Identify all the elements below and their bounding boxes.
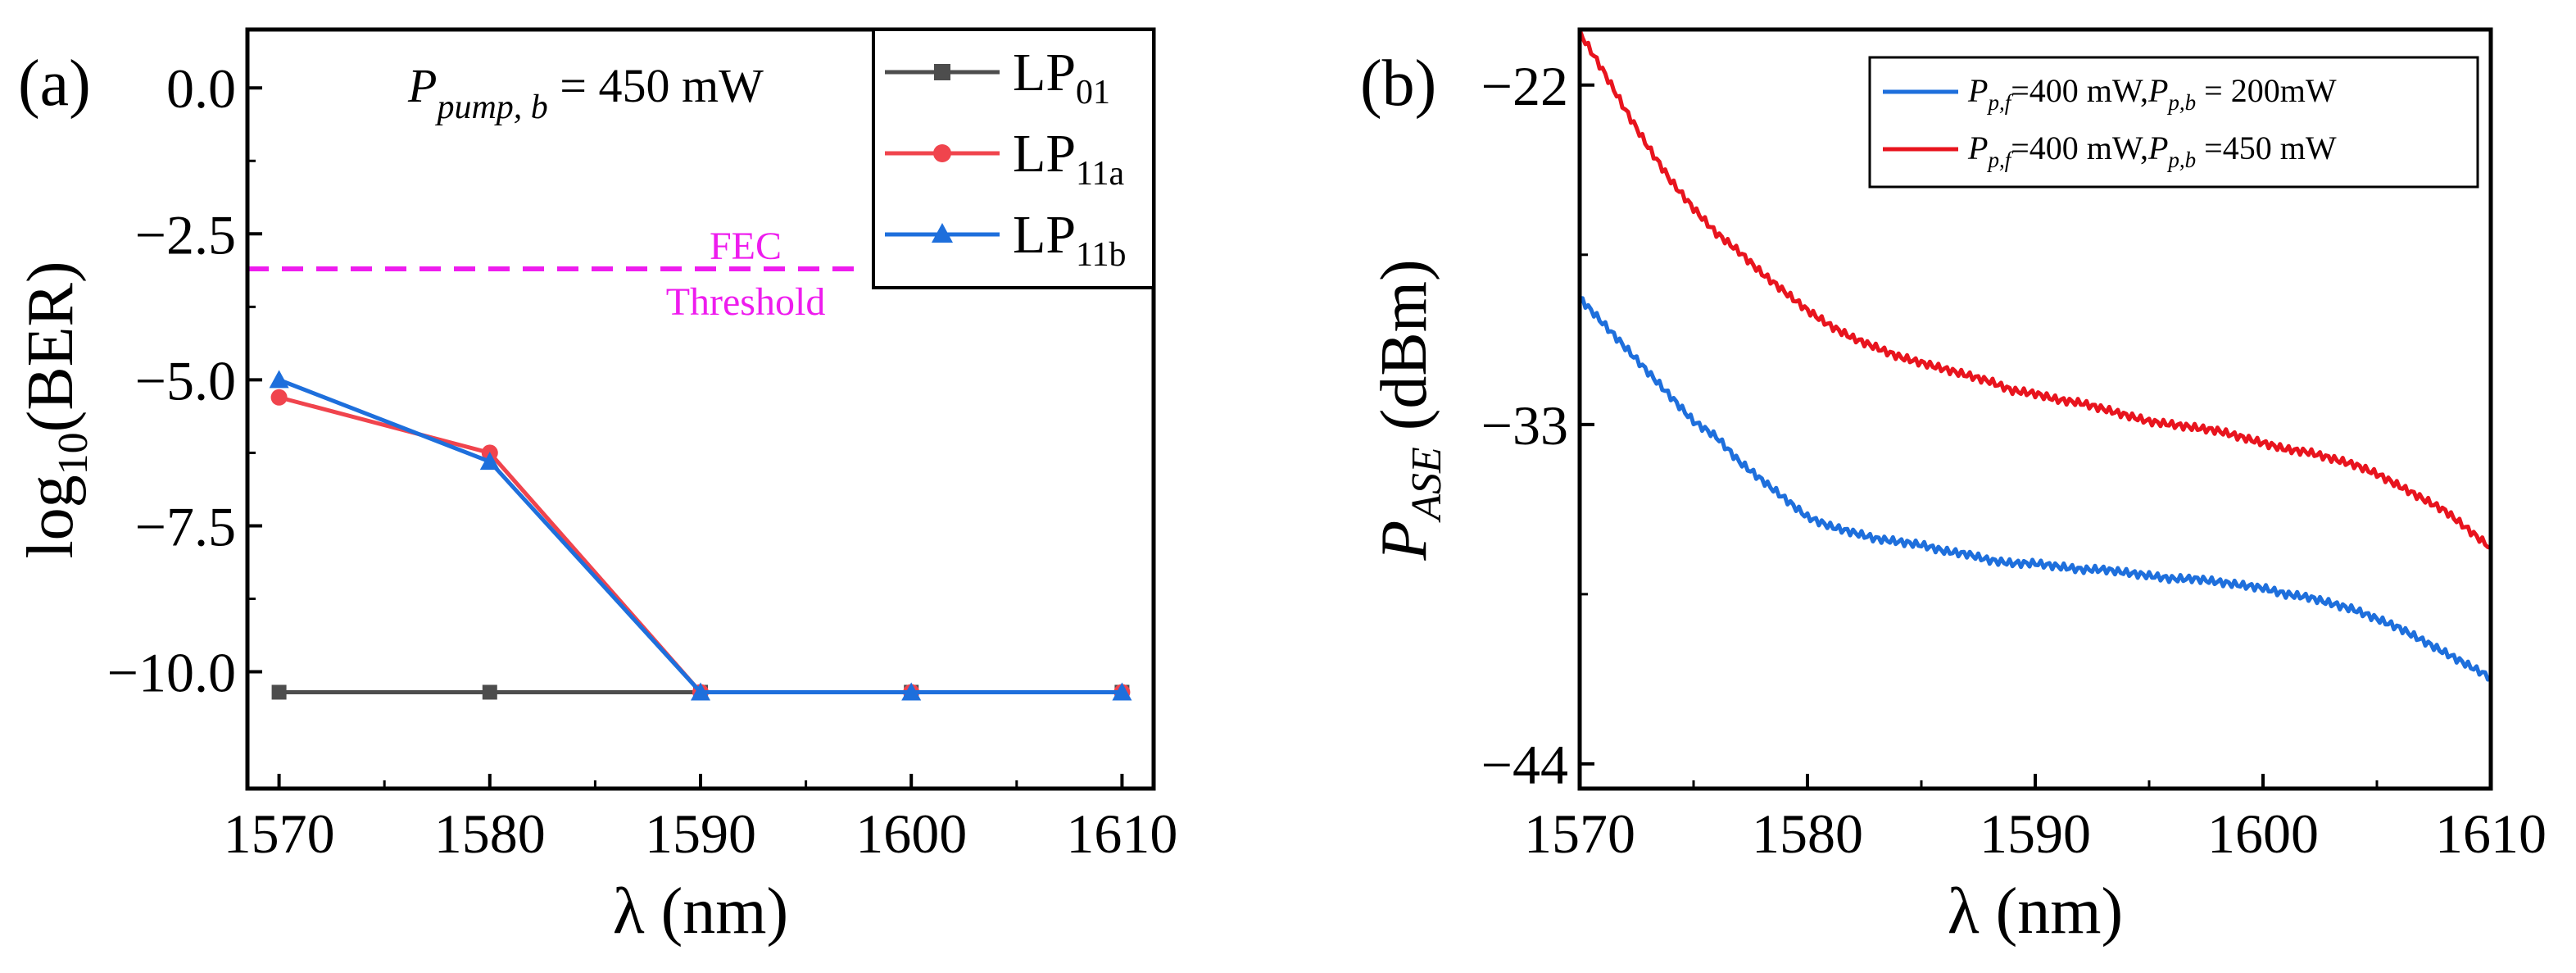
- series-lp11a-point: [270, 389, 288, 406]
- panel-b-series: [1577, 29, 2492, 682]
- panel-a-plot: 1570 1580 1590 1600 1610 0.0 −2.5 −5.0 −7.5 −10.0…: [107, 27, 1178, 865]
- panel-b: 1570 1580 1590 1600 1610−22−33−44 (b) Pp,f=4…: [1360, 27, 2547, 948]
- panel-b-x-label: λ (nm): [1948, 875, 2123, 948]
- panel-a-y-tick-label: 0.0: [166, 57, 236, 120]
- legend-ase-450-t1: =400 mW,: [2011, 130, 2148, 166]
- panel-b-frame: [1577, 27, 2493, 791]
- legend-entry-ase-200: Pp,f=400 mW,Pp,b = 200mW: [1883, 72, 2337, 115]
- pump-annotation-symbol: P: [407, 59, 437, 112]
- series-ase-pp-f-400-mw-pp-b-450-mw-line: [1577, 29, 2492, 550]
- panel-a-x-tick-label: 1570: [224, 802, 335, 865]
- panel-b-y-label-main: P: [1368, 521, 1440, 562]
- legend-lp11a-label: LP11a: [1013, 124, 1124, 193]
- panel-a-y-label-sub: 10: [50, 432, 97, 475]
- panel-a-x-tick-label: 1600: [855, 802, 967, 865]
- legend-lp01-label: LP01: [1013, 43, 1110, 111]
- legend-lp11b-sub: 11b: [1076, 236, 1126, 274]
- panel-a-label: (a): [18, 48, 91, 120]
- fec-threshold: FEC Threshold: [247, 225, 860, 324]
- panel-b-y-label-sub: ASE: [1404, 447, 1450, 523]
- panel-a-y-label-main: log: [15, 475, 87, 558]
- legend-ase-200-t2: = 200mW: [2196, 72, 2337, 109]
- series-ase-pp-f-400-mw-pp-b-200mw-line: [1579, 296, 2492, 682]
- legend-ase-200-t1: =400 mW,: [2011, 72, 2148, 109]
- panel-a-series: [269, 370, 1132, 701]
- series-lp11b-point: [1112, 682, 1132, 701]
- panel-a-frame: [245, 27, 1156, 791]
- panel-a-x-tick-label: 1580: [434, 802, 546, 865]
- panel-a-y-tick-label: −7.5: [135, 495, 236, 557]
- panel-a-x-tick-label: 1590: [645, 802, 756, 865]
- panel-b-plot: 1570 1580 1590 1600 1610 −22 −33 −44: [1481, 27, 2547, 865]
- fec-label: FEC: [710, 225, 782, 268]
- panel-b-label: (b): [1360, 48, 1436, 120]
- panel-a-ticks: 1570 1580 1590 1600 1610 0.0 −2.5 −5.0 −7.5 −10.0: [107, 57, 1178, 865]
- legend-ase-200-label: Pp,f=400 mW,Pp,b = 200mW: [1967, 72, 2337, 115]
- legend-ase-200-s1: p,f: [1986, 90, 2013, 115]
- panel-b-y-tick-label: −22: [1481, 55, 1568, 117]
- legend-ase-200-p2: P: [2147, 72, 2168, 109]
- series-lp11b-point: [691, 682, 710, 701]
- legend-box-a: [872, 28, 1155, 289]
- series-lp01-point: [271, 684, 287, 700]
- pump-annotation-subscript: pump, b: [434, 89, 547, 126]
- panel-b-x-tick-label: 1580: [1752, 802, 1863, 865]
- panel-a-y-label-tail: (BER): [15, 261, 87, 432]
- panel-a-x-tick-label: 1610: [1066, 802, 1177, 865]
- legend-lp11b-label: LP11b: [1013, 205, 1126, 274]
- series-lp11b-point: [269, 370, 289, 389]
- legend-lp01-main: LP: [1013, 43, 1076, 102]
- panel-b-y-tick-label: −33: [1481, 394, 1568, 457]
- panel-b-x-tick-label: 1610: [2435, 802, 2547, 865]
- legend-lp01-marker: [934, 64, 950, 80]
- panel-a-x-label: λ (nm): [613, 875, 788, 948]
- panel-a-y-label: log10(BER): [15, 261, 97, 558]
- panel-a-y-tick-label: −10.0: [107, 642, 236, 704]
- panel-b-y-tick-label: −44: [1481, 734, 1568, 796]
- threshold-label: Threshold: [666, 280, 826, 324]
- legend-entry-ase-450: Pp,f=400 mW,Pp,b =450 mW: [1883, 130, 2337, 172]
- legend-ase-200-s2: p,b: [2166, 90, 2196, 115]
- panel-a-y-tick-label: −2.5: [135, 203, 236, 266]
- pump-annotation-value: = 450 mW: [548, 59, 764, 112]
- panel-b-x-tick-label: 1590: [1980, 802, 2091, 865]
- legend-ase-450-s1: p,f: [1986, 148, 2013, 172]
- legend-ase-450-t2: =450 mW: [2196, 130, 2337, 166]
- series-lp11b-point: [479, 452, 500, 471]
- series-lp11b-point: [901, 682, 922, 701]
- legend-lp01-sub: 01: [1076, 74, 1110, 111]
- legend-lp11a-sub: 11a: [1076, 155, 1124, 193]
- legend-entry-lp11a: LP11a: [885, 124, 1124, 193]
- legend-ase-450-p1: P: [1967, 130, 1988, 166]
- panel-a-y-tick-label: −5.0: [135, 349, 236, 411]
- legend-entry-lp01: LP01: [885, 43, 1110, 111]
- legend-lp11b-marker: [932, 223, 953, 243]
- legend-ase-450-s2: p,b: [2166, 148, 2196, 172]
- legend-lp11a-main: LP: [1013, 124, 1076, 184]
- legend-ase-450-label: Pp,f=400 mW,Pp,b =450 mW: [1967, 130, 2337, 172]
- pump-annotation: Ppump, b = 450 mW: [407, 59, 764, 126]
- legend-entry-lp11b: LP11b: [885, 205, 1126, 274]
- panel-b-x-tick-label: 1600: [2207, 802, 2319, 865]
- legend-ase-200-p1: P: [1967, 72, 1988, 109]
- legend-lp11a-marker: [933, 144, 951, 162]
- panel-b-y-label: PASE (dBm): [1368, 259, 1450, 561]
- panel-b-x-tick-label: 1570: [1524, 802, 1635, 865]
- legend-box-b: [1868, 56, 2479, 189]
- panel-a: 1570 1580 1590 1600 1610 0.0 −2.5 −5.0 −7.5 −10.0…: [15, 27, 1178, 948]
- panel-a-legend: LP01 LP11a LP11b: [872, 28, 1155, 289]
- legend-lp11b-main: LP: [1013, 205, 1076, 265]
- series-lp01-point: [482, 684, 497, 700]
- panel-b-legend: Pp,f=400 mW,Pp,b = 200mW Pp,f=400 mW,Pp,…: [1868, 56, 2479, 189]
- series-lp11a-line: [278, 395, 1122, 694]
- panel-b-y-label-tail: (dBm): [1368, 259, 1440, 447]
- legend-ase-450-p2: P: [2147, 130, 2168, 166]
- series-lp11b-line: [278, 378, 1122, 694]
